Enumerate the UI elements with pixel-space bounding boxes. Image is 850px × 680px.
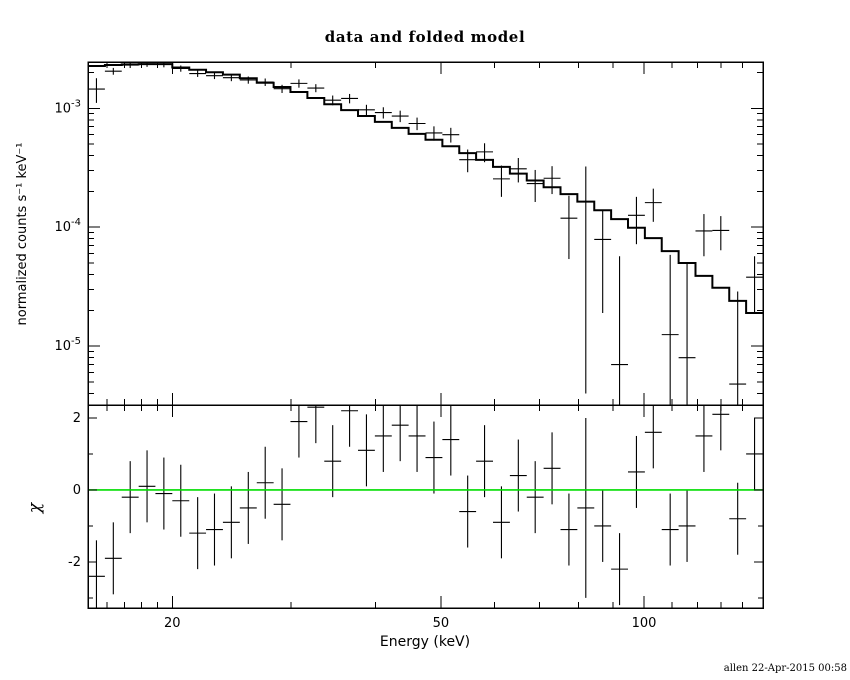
x-tick-label: 50 [433, 616, 450, 631]
y-tick-label-counts: 10-4 [54, 217, 81, 235]
y-axis-label-chi: χ [25, 501, 45, 514]
spectrum-frame [87, 61, 764, 406]
y-tick-label-counts: 10-5 [54, 336, 81, 354]
model-histogram [88, 63, 763, 314]
residuals-frame [87, 404, 764, 609]
credit-stamp: allen 22-Apr-2015 00:58 [724, 663, 847, 674]
tick-labels: 20 50 100 10-3 10-4 10-5 -2 0 2 [54, 98, 656, 631]
x-axis-label: Energy (keV) [380, 634, 470, 650]
residual-data-points [88, 405, 763, 608]
x-tick-label: 20 [164, 616, 181, 631]
x-tick-label: 100 [632, 616, 657, 631]
chart-layer: 20 50 100 10-3 10-4 10-5 -2 0 2 [54, 61, 764, 631]
tick-marks [88, 62, 763, 608]
axes [87, 61, 764, 609]
y-tick-label-chi: 0 [73, 483, 81, 498]
y-tick-label-chi: -2 [68, 555, 81, 570]
model-line [88, 63, 763, 314]
y-tick-label-counts: 10-3 [54, 98, 81, 116]
spectrum-data-points [88, 62, 763, 405]
y-tick-label-chi: 2 [73, 411, 81, 426]
plot-title: data and folded model [325, 28, 526, 46]
y-axis-label-counts: normalized counts s⁻¹ keV⁻¹ [15, 143, 30, 326]
